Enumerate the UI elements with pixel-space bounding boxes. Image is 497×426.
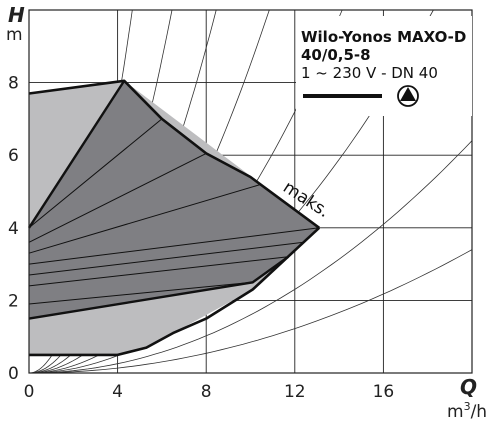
min-curve <box>29 226 321 357</box>
y-tick-0: 0 <box>8 364 19 384</box>
speed-line-2 <box>28 183 262 254</box>
legend-title: Wilo-Yonos MAXO-D <box>301 28 466 46</box>
y-tick-4: 4 <box>8 219 19 239</box>
plot-frame <box>28 9 473 374</box>
y-tick-2: 2 <box>8 291 19 311</box>
x-axis-unit: m3/h <box>447 400 487 422</box>
speed-line-4 <box>28 241 304 276</box>
x-tick-4: 4 <box>112 382 123 402</box>
min-dark-boundary <box>28 255 289 320</box>
operating-regions <box>29 80 320 355</box>
legend-spec: 1 ~ 230 V - DN 40 <box>301 64 438 82</box>
legend-box <box>296 16 472 116</box>
speed-lines <box>27 79 321 357</box>
x-tick-labels: 0 4 8 12 16 <box>24 382 395 402</box>
y-axis-symbol: H <box>8 3 25 27</box>
y-tick-8: 8 <box>8 74 19 94</box>
pump-symbol-icon <box>397 85 419 107</box>
legend-subtitle: 40/0,5-8 <box>301 46 371 64</box>
x-tick-16: 16 <box>373 382 395 402</box>
plot-border <box>28 9 473 374</box>
speed-line-3 <box>28 227 320 265</box>
dark-region <box>29 80 320 319</box>
y-tick-labels: 0 2 4 6 8 <box>8 74 19 384</box>
x-axis-symbol: Q <box>460 375 477 399</box>
y-axis-unit: m <box>6 25 23 45</box>
speed-line-5 <box>28 256 289 287</box>
speed-line-6 <box>28 281 253 305</box>
x-tick-0: 0 <box>24 382 35 402</box>
system-curve-6 <box>28 140 473 374</box>
system-curve-7 <box>29 249 473 374</box>
x-tick-12: 12 <box>284 382 306 402</box>
max-curve <box>28 79 320 229</box>
dark-left-boundary <box>27 80 126 229</box>
speed-line-0 <box>28 118 163 229</box>
x-tick-8: 8 <box>201 382 212 402</box>
speed-line-1 <box>28 152 207 243</box>
y-tick-6: 6 <box>8 146 19 166</box>
